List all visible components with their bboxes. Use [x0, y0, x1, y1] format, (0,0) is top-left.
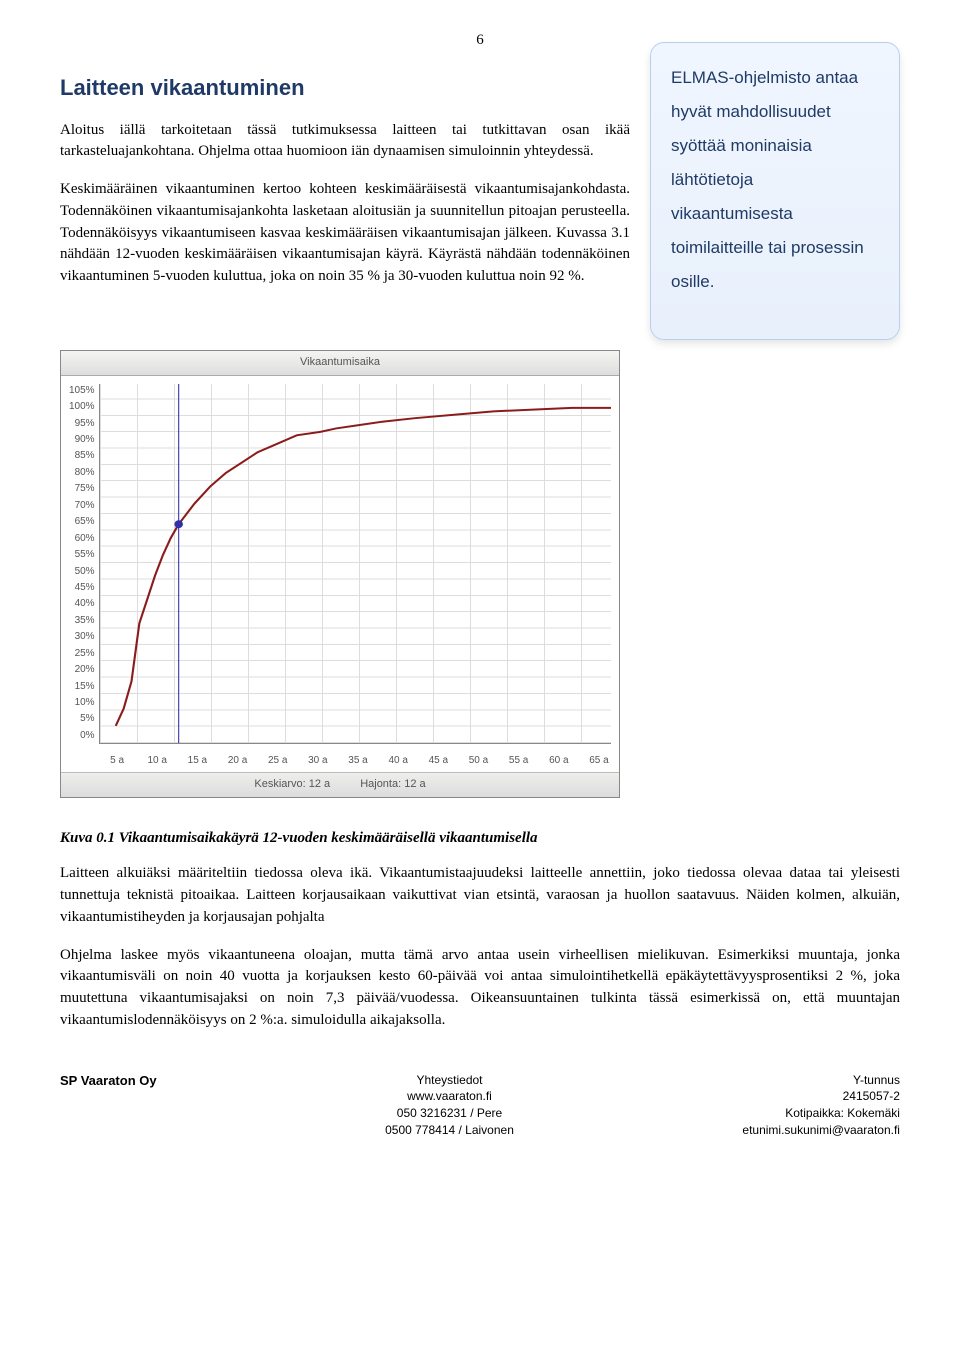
main-content-row: Laitteen vikaantuminen Aloitus iällä tar…	[60, 72, 900, 340]
y-tick-label: 55%	[75, 548, 95, 563]
y-tick-label: 100%	[69, 400, 95, 415]
paragraph-3: Laitteen alkuiäksi määriteltiin tiedossa…	[60, 863, 900, 928]
x-tick-label: 35 a	[338, 754, 378, 769]
section-title: Laitteen vikaantuminen	[60, 72, 630, 104]
paragraph-2: Keskimääräinen vikaantuminen kertoo koht…	[60, 179, 630, 288]
x-tick-label: 20 a	[217, 754, 257, 769]
chart-marker-dot	[174, 520, 183, 528]
footer-center-line: 0500 778414 / Laivonen	[385, 1122, 514, 1139]
y-tick-label: 30%	[75, 630, 95, 645]
y-tick-label: 10%	[75, 696, 95, 711]
y-tick-label: 60%	[75, 532, 95, 547]
footer-center-title: Yhteystiedot	[385, 1072, 514, 1089]
y-tick-label: 50%	[75, 565, 95, 580]
y-tick-label: 0%	[80, 729, 94, 744]
paragraph-4: Ohjelma laskee myös vikaantuneena oloaja…	[60, 945, 900, 1032]
sidebar-column: ELMAS-ohjelmisto antaa hyvät mahdollisuu…	[650, 42, 900, 340]
x-tick-label: 30 a	[298, 754, 338, 769]
footer-left: SP Vaaraton Oy	[60, 1072, 157, 1139]
x-tick-label: 10 a	[137, 754, 177, 769]
chart-y-axis: 105%100% 95%90%85% 80%75% 70%65% 60%55% 50%45…	[69, 384, 99, 744]
x-tick-label: 15 a	[177, 754, 217, 769]
x-tick-label: 50 a	[458, 754, 498, 769]
x-tick-label: 55 a	[499, 754, 539, 769]
chart-container: Vikaantumisaika 105%100% 95%90%85% 80%75% 7…	[60, 350, 620, 798]
y-tick-label: 65%	[75, 515, 95, 530]
footer-center-line: 050 3216231 / Pere	[385, 1105, 514, 1122]
x-tick-label: 40 a	[378, 754, 418, 769]
footer-center-line: www.vaaraton.fi	[385, 1088, 514, 1105]
x-tick-label: 25 a	[258, 754, 298, 769]
y-tick-label: 105%	[69, 384, 95, 399]
x-tick-label: 45 a	[418, 754, 458, 769]
page-footer: SP Vaaraton Oy Yhteystiedot www.vaaraton…	[60, 1072, 900, 1139]
y-tick-label: 70%	[75, 499, 95, 514]
x-tick-label: 65 a	[579, 754, 619, 769]
chart-svg	[100, 384, 611, 743]
footer-right-line: etunimi.sukunimi@vaaraton.fi	[742, 1122, 900, 1139]
footer-right-line: Kotipaikka: Kokemäki	[742, 1105, 900, 1122]
chart-curve	[115, 408, 611, 726]
y-tick-label: 90%	[75, 433, 95, 448]
x-tick-label: 5 a	[97, 754, 137, 769]
y-tick-label: 25%	[75, 647, 95, 662]
chart-body: 105%100% 95%90%85% 80%75% 70%65% 60%55% 50%45…	[61, 376, 619, 752]
y-tick-label: 75%	[75, 482, 95, 497]
y-tick-label: 5%	[80, 712, 94, 727]
y-tick-label: 80%	[75, 466, 95, 481]
footer-brand: SP Vaaraton Oy	[60, 1073, 157, 1088]
y-tick-label: 95%	[75, 417, 95, 432]
text-column: Laitteen vikaantuminen Aloitus iällä tar…	[60, 72, 630, 304]
footer-right-line: 2415057-2	[742, 1088, 900, 1105]
footer-right: Y-tunnus 2415057-2 Kotipaikka: Kokemäki …	[742, 1072, 900, 1139]
chart-footer-spread: Hajonta: 12 a	[360, 777, 425, 793]
chart-x-axis: 5 a10 a15 a20 a25 a30 a35 a40 a45 a50 a5…	[61, 752, 619, 772]
chart-title: Vikaantumisaika	[61, 351, 619, 376]
paragraph-1: Aloitus iällä tarkoitetaan tässä tutkimu…	[60, 120, 630, 164]
y-tick-label: 35%	[75, 614, 95, 629]
y-tick-label: 15%	[75, 680, 95, 695]
y-tick-label: 40%	[75, 597, 95, 612]
chart-footer: Keskiarvo: 12 a Hajonta: 12 a	[61, 772, 619, 797]
chart-footer-mean: Keskiarvo: 12 a	[254, 777, 330, 793]
footer-right-title: Y-tunnus	[742, 1072, 900, 1089]
x-tick-label: 60 a	[539, 754, 579, 769]
chart-plot-area	[99, 384, 611, 744]
y-tick-label: 85%	[75, 449, 95, 464]
y-tick-label: 20%	[75, 663, 95, 678]
callout-box: ELMAS-ohjelmisto antaa hyvät mahdollisuu…	[650, 42, 900, 340]
figure-caption: Kuva 0.1 Vikaantumisaikakäyrä 12-vuoden …	[60, 828, 900, 850]
footer-center: Yhteystiedot www.vaaraton.fi 050 3216231…	[385, 1072, 514, 1139]
y-tick-label: 45%	[75, 581, 95, 596]
